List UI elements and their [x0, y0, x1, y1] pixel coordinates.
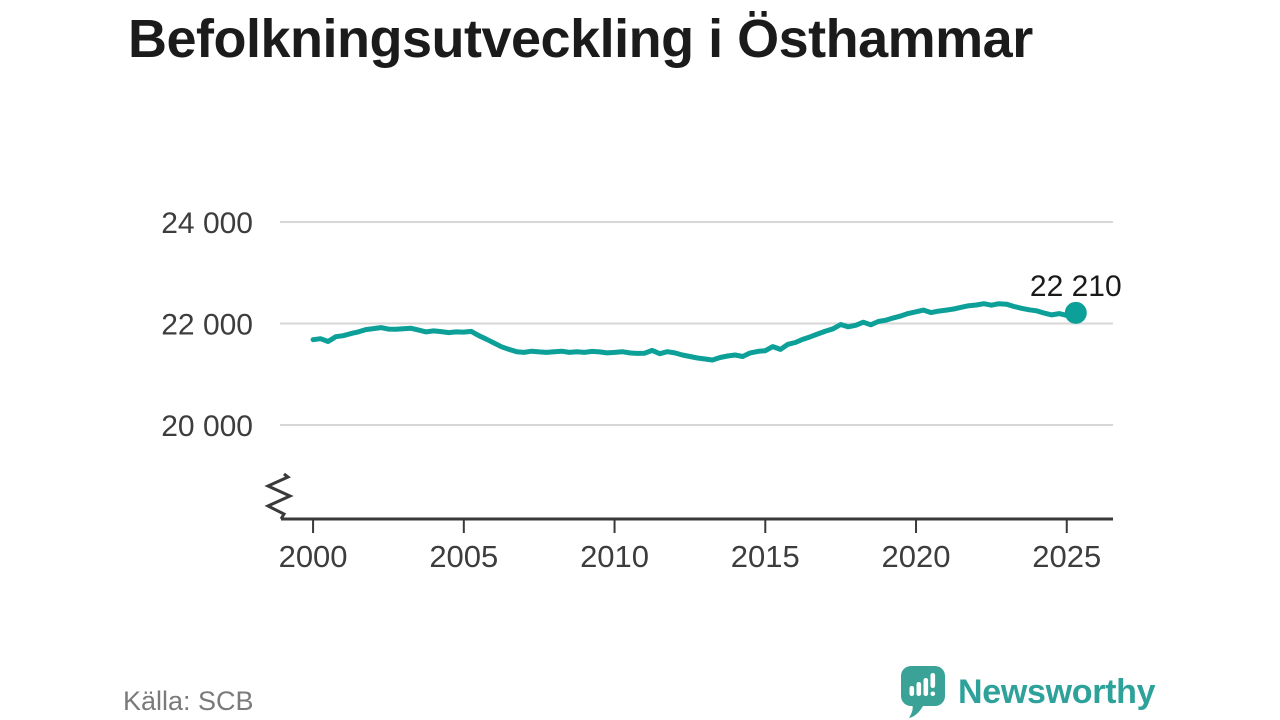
x-tick-label: 2020: [882, 539, 951, 574]
gridlines: [280, 221, 1113, 426]
x-tick-label: 2025: [1032, 539, 1101, 574]
x-tick-label: 2010: [580, 539, 649, 574]
y-axis-labels: 20 000 22 000 24 000: [161, 207, 253, 443]
end-point-dot: [1064, 301, 1087, 324]
y-tick-label: 24 000: [161, 207, 253, 240]
axis-break-zigzag-icon: [264, 472, 294, 520]
logo-exclamation-icon: [930, 673, 936, 688]
page-title: Befolkningsutveckling i Östhammar: [128, 9, 1033, 69]
end-point-value-label: 22 210: [1030, 270, 1122, 303]
newsworthy-speech-bubble-icon: [901, 666, 945, 718]
logo-exclamation-dot-icon: [930, 691, 936, 697]
x-tick-label: 2000: [279, 539, 348, 574]
newsworthy-wordmark: Newsworthy: [958, 672, 1156, 711]
end-annotation: 22 210: [1030, 270, 1122, 324]
newsworthy-logo: Newsworthy: [901, 666, 1156, 718]
logo-bar-icon: [916, 682, 922, 696]
logo-bar-icon: [923, 678, 929, 696]
y-tick-label: 22 000: [161, 309, 253, 342]
source-label: Källa: SCB: [123, 686, 254, 716]
speech-bubble-shape: [901, 666, 945, 718]
series-line: [310, 301, 1079, 363]
y-tick-label: 20 000: [161, 410, 253, 443]
population-line: [310, 301, 1079, 363]
logo-bar-icon: [909, 686, 915, 696]
x-tick-label: 2015: [731, 539, 800, 574]
x-tick-label: 2005: [429, 539, 498, 574]
x-axis: 2000 2005 2010 2015 2020 2025: [264, 472, 1113, 574]
